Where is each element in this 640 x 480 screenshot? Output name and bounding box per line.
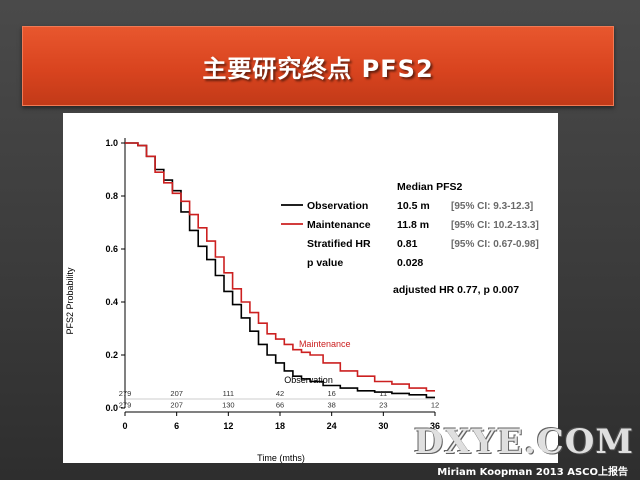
y-tick-label: 0.6 bbox=[105, 244, 118, 254]
legend-value: 0.81 bbox=[397, 238, 418, 250]
y-tick-label: 0.8 bbox=[105, 191, 118, 201]
at-risk-observation: 11 bbox=[379, 389, 387, 398]
x-tick-label: 12 bbox=[223, 421, 233, 431]
source-credit: Miriam Koopman 2013 ASCO上报告 bbox=[437, 467, 628, 478]
at-risk-table: 279 279 207 207 111 130 42 66 16 38 11 23 12 bbox=[119, 389, 439, 410]
series-line-observation bbox=[125, 142, 435, 399]
y-axis-label: PFS2 Probability bbox=[65, 267, 75, 335]
x-tick-label: 18 bbox=[275, 421, 285, 431]
legend-label: Stratified HR bbox=[307, 238, 371, 250]
at-risk-maintenance: 279 bbox=[119, 401, 132, 410]
x-tick-label: 30 bbox=[378, 421, 388, 431]
y-tick-label: 1.0 bbox=[105, 138, 118, 148]
adjusted-hr-note: adjusted HR 0.77, p 0.007 bbox=[393, 284, 519, 296]
x-tick-label: 24 bbox=[327, 421, 337, 431]
legend-label: p value bbox=[307, 257, 343, 269]
legend-ci: [95% CI: 10.2-13.3] bbox=[451, 220, 539, 231]
watermark: DXYE.COM bbox=[413, 422, 634, 462]
at-risk-maintenance: 23 bbox=[379, 401, 387, 410]
legend-header: Median PFS2 bbox=[397, 181, 463, 193]
y-tick-label: 0.0 bbox=[105, 403, 118, 413]
line-label-maintenance: Maintenance bbox=[299, 339, 351, 349]
series-line-maintenance bbox=[125, 142, 435, 392]
legend-value: 11.8 m bbox=[397, 219, 429, 231]
at-risk-maintenance: 130 bbox=[222, 401, 235, 410]
legend-value: 0.028 bbox=[397, 257, 423, 269]
x-tick-label: 36 bbox=[430, 421, 440, 431]
chart-panel: 0.0 0.2 0.4 0.6 0.8 1.0 0 6 12 18 24 30 36 Maintenan… bbox=[63, 113, 558, 463]
title-bar: 主要研究终点 PFS2 bbox=[22, 26, 614, 106]
legend-ci: [95% CI: 0.67-0.98] bbox=[451, 239, 539, 250]
at-risk-observation: 16 bbox=[327, 389, 335, 398]
at-risk-maintenance: 12 bbox=[431, 401, 439, 410]
chart-axes: 0.0 0.2 0.4 0.6 0.8 1.0 0 6 12 18 24 30 36 bbox=[105, 138, 440, 431]
legend-label: Maintenance bbox=[307, 219, 371, 231]
x-tick-label: 6 bbox=[174, 421, 179, 431]
at-risk-observation: 279 bbox=[119, 389, 132, 398]
legend-ci: [95% CI: 9.3-12.3] bbox=[451, 201, 533, 212]
legend-label: Observation bbox=[307, 200, 368, 212]
at-risk-maintenance: 66 bbox=[276, 401, 284, 410]
at-risk-observation: 207 bbox=[170, 389, 183, 398]
chart-legend: Median PFS2 Observation 10.5 m [95% CI: 9.3… bbox=[281, 181, 539, 296]
x-tick-label: 0 bbox=[122, 421, 127, 431]
at-risk-observation: 111 bbox=[223, 389, 234, 398]
slide-title: 主要研究终点 PFS2 bbox=[202, 54, 434, 83]
y-tick-label: 0.2 bbox=[105, 350, 118, 360]
km-chart: 0.0 0.2 0.4 0.6 0.8 1.0 0 6 12 18 24 30 36 Maintenan… bbox=[65, 138, 539, 463]
at-risk-observation: 42 bbox=[276, 389, 284, 398]
legend-value: 10.5 m bbox=[397, 200, 430, 212]
chart-curves: Maintenance Observation bbox=[125, 142, 435, 399]
x-axis-label: Time (mths) bbox=[257, 453, 305, 463]
at-risk-maintenance: 207 bbox=[170, 401, 183, 410]
y-tick-label: 0.4 bbox=[105, 297, 118, 307]
at-risk-maintenance: 38 bbox=[327, 401, 335, 410]
line-label-observation: Observation bbox=[284, 375, 333, 385]
